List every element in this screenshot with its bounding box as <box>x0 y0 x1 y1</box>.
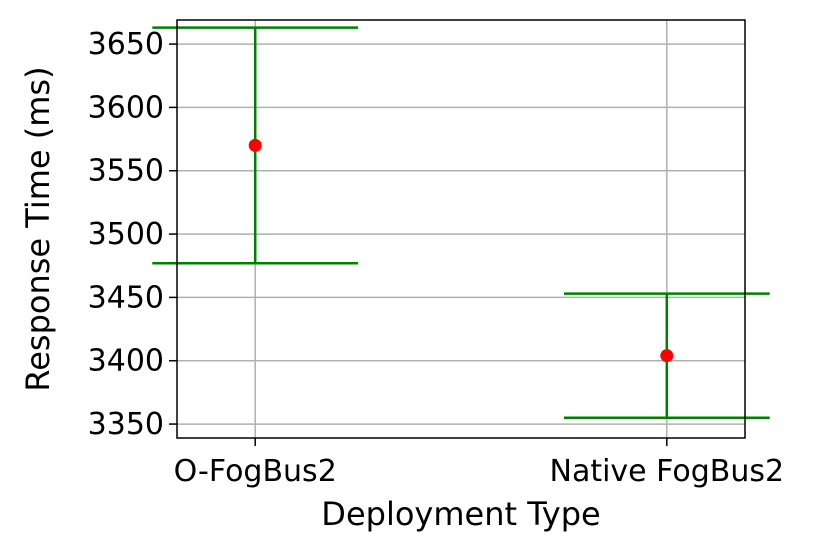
y-axis-label: Response Time (ms) <box>19 66 57 391</box>
grid <box>177 20 745 438</box>
x-tick-label: Native FogBus2 <box>550 454 785 489</box>
y-tick-label: 3450 <box>88 280 164 315</box>
data-points <box>248 138 674 363</box>
data-point <box>660 349 674 363</box>
y-tick-label: 3350 <box>88 407 164 442</box>
x-tick-label: O-FogBus2 <box>174 454 337 489</box>
y-tick-label: 3600 <box>88 90 164 125</box>
error-bars <box>152 26 770 419</box>
y-tick-label: 3500 <box>88 217 164 252</box>
x-axis-label: Deployment Type <box>321 495 600 533</box>
tick-labels: 3350 3400 3450 3500 3550 3600 3650 O-FogBus2 Nat… <box>88 27 784 489</box>
y-tick-label: 3650 <box>88 27 164 62</box>
y-tick-label: 3400 <box>88 344 164 379</box>
plot-frame <box>176 19 746 439</box>
axis-ticks <box>169 43 668 446</box>
y-tick-label: 3550 <box>88 154 164 189</box>
data-point <box>248 138 262 152</box>
